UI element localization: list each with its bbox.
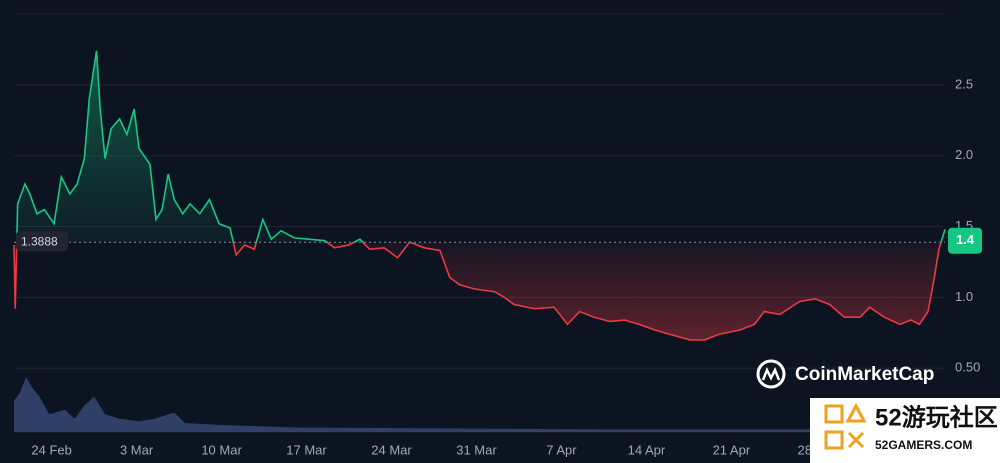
y-tick-label: 2.5 (955, 76, 973, 91)
y-tick-label: 0.50 (955, 360, 980, 375)
watermark-icon (756, 359, 786, 389)
logo-icon (824, 430, 844, 450)
watermark-icon (761, 366, 781, 381)
price-badge (948, 227, 982, 254)
logo-icon (847, 431, 865, 449)
watermark: CoinMarketCap (756, 359, 934, 389)
price-line (13, 50, 946, 341)
x-tick-label: 3 Mar (120, 442, 154, 457)
price-label: 1.4 (956, 232, 975, 247)
logo-icon (824, 404, 844, 424)
x-tick-label: 14 Apr (628, 442, 666, 457)
x-tick-label: 10 Mar (201, 442, 242, 457)
x-tick-label: 7 Apr (546, 442, 577, 457)
baseline-label: 1.3888 (21, 234, 58, 248)
watermark-text: CoinMarketCap (795, 364, 934, 385)
x-tick-label: 17 Mar (286, 442, 327, 457)
logo-site: 52GAMERS.COM (875, 438, 972, 452)
x-tick-label: 31 Mar (456, 442, 497, 457)
x-tick-label: 24 Feb (31, 442, 71, 457)
logo: 52游玩社区 52GAMERS.COM (810, 398, 1000, 463)
baseline-badge (16, 231, 68, 252)
y-tick-label: 2.0 (955, 147, 973, 162)
logo-name: 52游玩社区 (875, 403, 998, 431)
logo-icon (845, 402, 867, 423)
x-tick-label: 24 Mar (371, 442, 412, 457)
price-area (14, 50, 945, 340)
volume-area (14, 377, 945, 432)
x-tick-label: 21 Apr (713, 442, 751, 457)
y-tick-label: 1.0 (955, 289, 973, 304)
